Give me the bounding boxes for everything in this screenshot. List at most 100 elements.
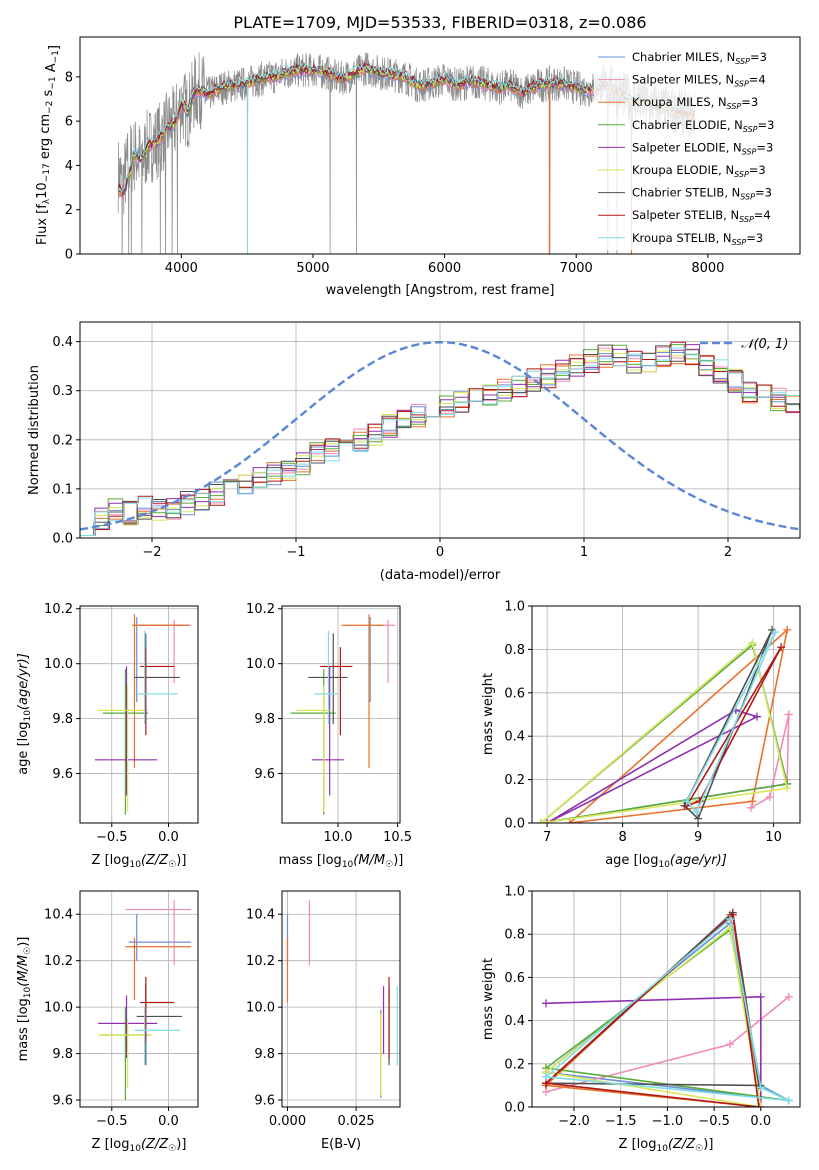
z-mass-x-label-part: 10 xyxy=(129,1144,141,1154)
legend-entry: Chabrier MILES, NSSP=3 xyxy=(632,50,767,66)
x-tick-label: −1 xyxy=(286,545,305,560)
x-tick-label: 0.0 xyxy=(158,1114,179,1129)
weight-point-marker xyxy=(565,819,574,823)
y-tick-label: 0 xyxy=(65,248,73,263)
x-tick-label: −1.0 xyxy=(652,1114,684,1129)
y-tick-label: 6 xyxy=(65,115,73,130)
z-weight-x-label-part: 10 xyxy=(656,1144,668,1154)
histogram-step-line xyxy=(80,347,800,536)
y-tick-label: 0.0 xyxy=(504,817,525,832)
x-tick-label: −0.5 xyxy=(96,1114,128,1129)
weight-point-marker xyxy=(783,625,792,634)
mass-age-panel-plot xyxy=(290,614,396,815)
x-tick-label: 7 xyxy=(543,830,551,845)
x-tick-label: −0.5 xyxy=(698,1114,730,1129)
spectrum-y-label-part: A xyxy=(44,63,59,76)
residual-panel-plot xyxy=(80,340,800,536)
spectrum-y-label-part: erg cm xyxy=(38,114,53,163)
z-age-x-label-part: )] xyxy=(176,853,186,868)
weight-series-line xyxy=(540,642,788,823)
weight-point-marker xyxy=(765,792,774,801)
y-tick-label: 0.6 xyxy=(504,971,525,986)
z-weight-panel-frame xyxy=(531,890,801,1108)
legend-entry-count: =3 xyxy=(746,231,763,245)
histogram-step-line xyxy=(80,352,800,536)
residual-y-label: Normed distribution xyxy=(27,365,42,495)
y-tick-label: 0.0 xyxy=(52,532,73,547)
legend-entry: Kroupa STELIB, NSSP=3 xyxy=(632,231,763,247)
legend-entry-name: Salpeter MILES, N xyxy=(632,73,734,87)
z-age-x-label: Z [log10(Z/Z☉)] xyxy=(92,853,187,870)
mass-age-panel: 10.0 10.5 9.6 9.8 10.0 10.2 xyxy=(246,602,412,845)
weight-point-marker xyxy=(771,628,780,637)
weight-point-marker xyxy=(725,915,734,924)
y-tick-label: 9.6 xyxy=(254,767,275,782)
weight-series-line xyxy=(545,914,760,1107)
z-mass-y-label-part: ☉ xyxy=(23,947,33,955)
legend-entry-count: =4 xyxy=(754,208,771,222)
legend-entry-sub: SSP xyxy=(739,215,754,224)
y-tick-label: 10.0 xyxy=(246,657,275,672)
z-mass-x-label: Z [log10(Z/Z☉)] xyxy=(92,1137,187,1154)
y-tick-label: 2 xyxy=(65,203,73,218)
z-mass-y-label-part: mass [log xyxy=(16,998,31,1061)
age-weight-x-label: age [log10(age/yr)] xyxy=(605,853,727,870)
y-tick-label: 0.4 xyxy=(52,335,73,350)
legend-entry-name: Chabrier MILES, N xyxy=(632,50,735,64)
z-mass-panel-frame xyxy=(79,890,199,1108)
y-tick-label: 10.2 xyxy=(246,602,275,617)
x-tick-label: −2.0 xyxy=(558,1114,590,1129)
weight-point-marker xyxy=(746,803,755,812)
y-tick-label: 0.2 xyxy=(504,773,525,788)
weight-point-marker xyxy=(784,1096,793,1105)
legend-entry-count: =3 xyxy=(758,118,775,132)
figure-title: PLATE=1709, MJD=53533, FIBERID=0318, z=0… xyxy=(233,13,646,32)
y-tick-label: 0.4 xyxy=(504,730,525,745)
x-tick-label: 1 xyxy=(580,545,588,560)
z-age-panel-plot xyxy=(94,614,192,815)
y-tick-label: 10.0 xyxy=(44,657,73,672)
weight-point-marker xyxy=(542,999,551,1008)
y-tick-label: 10.0 xyxy=(44,1001,73,1016)
x-tick-label: −1.5 xyxy=(605,1114,637,1129)
y-tick-label: 0.8 xyxy=(504,928,525,943)
age-weight-x-label-part: age [log xyxy=(605,853,658,868)
mass-age-x-label-part: ☉ xyxy=(385,860,393,870)
legend-box xyxy=(594,44,796,250)
spectrum-y-label-part: s xyxy=(41,89,56,100)
age-weight-panel-plot xyxy=(537,625,793,823)
spectrum-y-label-part: −2 xyxy=(45,101,55,114)
z-mass-panel-plot xyxy=(98,900,192,1101)
z-age-panel-frame xyxy=(79,605,199,824)
legend-entry-sub: SSP xyxy=(742,147,757,156)
histogram-step-line xyxy=(80,341,800,536)
weight-point-marker xyxy=(543,819,552,823)
y-tick-label: 8 xyxy=(65,70,73,85)
z-age-y-label-part: (age/yr)] xyxy=(16,653,31,710)
y-tick-label: 9.6 xyxy=(254,1094,275,1109)
x-tick-label: 0.0 xyxy=(158,830,179,845)
age-weight-x-label-part: 10 xyxy=(658,860,670,870)
legend-entry-name: Salpeter ELODIE, N xyxy=(632,140,742,154)
histogram-step-line xyxy=(80,344,800,536)
x-tick-label: 2 xyxy=(724,545,732,560)
legend-entry-name: Kroupa MILES, N xyxy=(632,95,727,109)
legend-entry: Salpeter STELIB, NSSP=4 xyxy=(632,208,771,224)
z-age-x-label-part: ☉ xyxy=(168,860,176,870)
mass-age-x-label-part: (M/M xyxy=(353,853,385,868)
x-tick-label: 10 xyxy=(765,830,782,845)
weight-point-marker xyxy=(728,910,737,919)
x-tick-label: 10.0 xyxy=(324,830,353,845)
legend-entry: Salpeter MILES, NSSP=4 xyxy=(632,73,766,89)
z-age-x-label-part: Z [log xyxy=(92,853,130,868)
histogram-step-line xyxy=(80,352,800,536)
legend-entry-count: =4 xyxy=(749,73,766,87)
legend-entry-sub: SSP xyxy=(734,80,749,89)
y-tick-label: 9.8 xyxy=(52,1047,73,1062)
x-tick-label: 4000 xyxy=(165,261,198,276)
y-tick-label: 10.4 xyxy=(246,908,275,923)
mass-age-x-label-part: mass [log xyxy=(279,853,342,868)
z-age-x-label-part: (Z/Z xyxy=(141,853,169,868)
weight-point-marker xyxy=(756,1083,765,1092)
mass-age-x-label-part: )] xyxy=(393,853,403,868)
